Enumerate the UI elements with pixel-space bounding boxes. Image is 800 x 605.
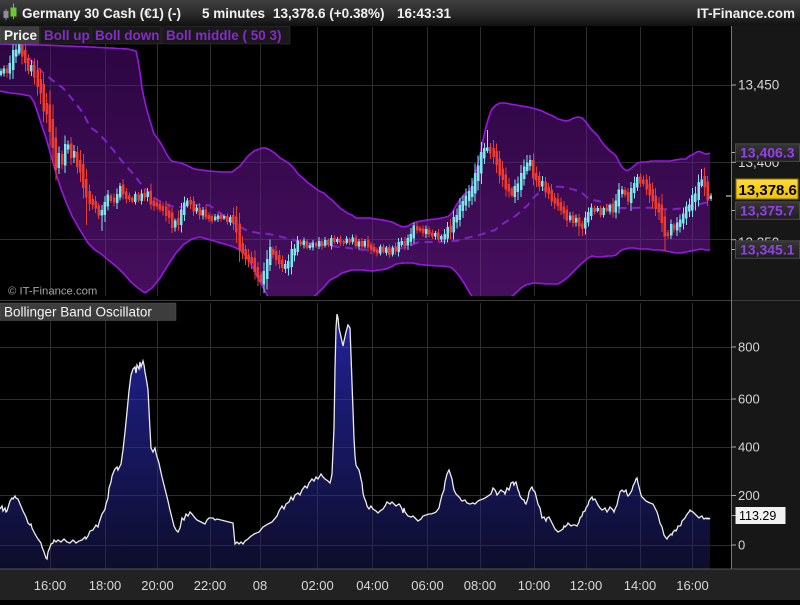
svg-text:13,378.6: 13,378.6	[739, 182, 797, 199]
svg-text:Germany 30 Cash (€1) (-): Germany 30 Cash (€1) (-)	[22, 6, 181, 21]
svg-text:18:00: 18:00	[89, 578, 122, 593]
svg-text:22:00: 22:00	[194, 578, 227, 593]
svg-text:14:00: 14:00	[624, 578, 657, 593]
svg-text:600: 600	[738, 392, 760, 407]
svg-text:113.29: 113.29	[739, 509, 776, 523]
svg-text:02:00: 02:00	[301, 578, 334, 593]
svg-text:16:00: 16:00	[34, 578, 67, 593]
svg-text:04:00: 04:00	[356, 578, 389, 593]
svg-text:13,406.3: 13,406.3	[740, 145, 795, 161]
svg-text:13,345.1: 13,345.1	[740, 242, 795, 258]
svg-text:Price: Price	[4, 28, 38, 43]
svg-text:13,450: 13,450	[738, 78, 779, 93]
svg-text:Boll up: Boll up	[44, 28, 90, 43]
svg-text:0: 0	[738, 538, 745, 553]
svg-text:Boll down: Boll down	[95, 28, 160, 43]
svg-text:400: 400	[738, 440, 760, 455]
svg-text:10:00: 10:00	[518, 578, 551, 593]
svg-text:06:00: 06:00	[411, 578, 444, 593]
svg-text:200: 200	[738, 488, 760, 503]
svg-text:08: 08	[253, 578, 267, 593]
svg-text:800: 800	[738, 340, 760, 355]
svg-text:16:43:31: 16:43:31	[397, 6, 452, 21]
svg-text:20:00: 20:00	[141, 578, 174, 593]
svg-text:Bollinger Band Oscillator: Bollinger Band Oscillator	[4, 305, 152, 320]
svg-text:Boll middle ( 50 3): Boll middle ( 50 3)	[166, 28, 282, 43]
svg-text:13,375.7: 13,375.7	[740, 203, 795, 219]
svg-text:12:00: 12:00	[570, 578, 603, 593]
svg-text:IT-Finance.com: IT-Finance.com	[697, 6, 795, 21]
svg-text:© IT-Finance.com: © IT-Finance.com	[8, 286, 97, 298]
svg-text:13,378.6 (+0.38%): 13,378.6 (+0.38%)	[273, 6, 384, 21]
svg-text:5 minutes: 5 minutes	[202, 6, 265, 21]
svg-text:08:00: 08:00	[464, 578, 497, 593]
svg-text:16:00: 16:00	[676, 578, 709, 593]
